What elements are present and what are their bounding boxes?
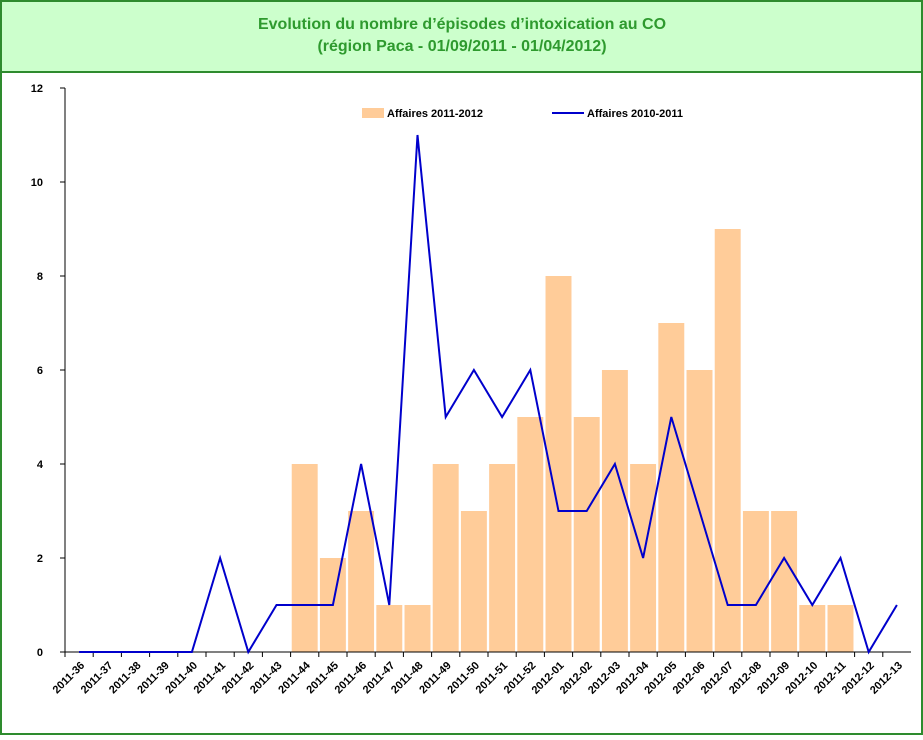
bar xyxy=(348,511,375,652)
y-tick-label: 8 xyxy=(37,271,43,283)
y-tick-label: 0 xyxy=(37,647,43,659)
bar xyxy=(827,605,854,652)
bar xyxy=(771,511,798,652)
bar xyxy=(714,229,741,652)
bar xyxy=(658,323,685,652)
bar xyxy=(291,464,318,652)
legend-label: Affaires 2010-2011 xyxy=(587,108,683,120)
line xyxy=(79,134,898,655)
y-tick-label: 6 xyxy=(37,365,43,377)
bar xyxy=(376,605,403,652)
bar xyxy=(573,417,600,652)
legend-label: Affaires 2011-2012 xyxy=(387,108,483,120)
y-tick-label: 4 xyxy=(37,459,44,471)
bar xyxy=(517,417,544,652)
bar xyxy=(489,464,516,652)
bar xyxy=(799,605,826,652)
y-tick-label: 12 xyxy=(31,83,43,95)
chart-subtitle: (région Paca - 01/09/2011 - 01/04/2012) xyxy=(317,38,606,55)
legend-swatch xyxy=(362,108,384,118)
bar xyxy=(404,605,431,652)
y-tick-label: 10 xyxy=(31,177,43,189)
y-tick-label: 2 xyxy=(37,553,43,565)
bar xyxy=(460,511,487,652)
chart-title: Evolution du nombre d’épisodes d’intoxic… xyxy=(258,16,666,33)
title-panel xyxy=(0,0,923,73)
bar xyxy=(432,464,459,652)
bar xyxy=(601,370,628,652)
bar xyxy=(742,511,769,652)
